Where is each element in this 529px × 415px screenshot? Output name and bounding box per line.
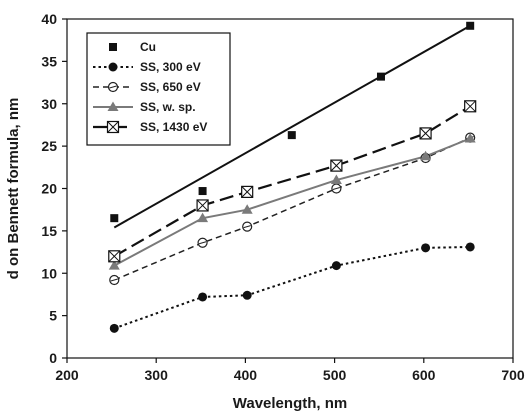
x-tick-label: 400 <box>234 367 258 383</box>
series-line-ss-1430-ev <box>113 105 471 258</box>
point-ss-w-sp <box>330 174 342 185</box>
y-tick-label: 20 <box>41 181 57 197</box>
point-ss-1430-ev-x2 <box>196 199 209 212</box>
y-tick-label: 10 <box>41 265 57 281</box>
legend-marker-ss-1430-ev <box>106 120 120 134</box>
point-ss-650-ev <box>242 221 253 232</box>
legend-label-ss-w-sp: SS, w. sp. <box>140 100 196 114</box>
point-ss-300-ev <box>465 242 475 252</box>
point-ss-1430-ev-x2 <box>108 250 121 263</box>
x-tick-label: 600 <box>412 367 436 383</box>
point-ss-w-sp <box>420 150 432 161</box>
point-cu <box>287 131 296 140</box>
axes: 200 300 400 500 600 700 0 5 10 15 20 25 30 35 40 <box>41 11 524 383</box>
point-cu <box>466 21 475 30</box>
point-ss-1430-ev-x2 <box>330 159 343 172</box>
point-ss-650-ev <box>109 274 120 286</box>
point-ss-1430-ev-x2 <box>419 127 432 140</box>
point-ss-300-ev <box>421 243 431 253</box>
point-cu <box>198 187 207 196</box>
legend-marker-ss-1430-ev-x2 <box>107 121 119 133</box>
point-ss-650-ev <box>331 183 342 194</box>
legend-label-cu: Cu <box>140 40 156 54</box>
legend-marker-ss-650-ev-slash <box>109 85 117 89</box>
y-tick-label: 5 <box>49 308 57 324</box>
point-ss-300-ev <box>242 290 252 300</box>
y-tick-label: 15 <box>41 223 57 239</box>
point-ss-1430-ev <box>464 100 477 113</box>
point-ss-1430-ev <box>419 127 432 140</box>
legend-marker-ss-300-ev <box>108 62 118 72</box>
point-ss-w-sp <box>108 260 120 270</box>
point-ss-650-ev-slash <box>243 225 251 229</box>
legend-label-ss-650-ev: SS, 650 eV <box>140 80 201 94</box>
cu-fit-line <box>113 24 471 229</box>
point-ss-w-sp <box>464 132 476 143</box>
legend: Cu SS, 300 eV SS, 650 eV SS, w. sp. SS, 1430… <box>86 32 231 146</box>
x-tick-label: 300 <box>145 367 169 383</box>
legend-label-ss-1430-ev: SS, 1430 eV <box>140 120 207 134</box>
legend-marker-cu <box>109 43 117 51</box>
series-line-ss-300-ev <box>113 245 471 330</box>
y-axis-label: d on Bennett formula, nm <box>5 98 22 280</box>
point-ss-300-ev <box>198 292 208 302</box>
y-tick-label: 40 <box>41 11 57 27</box>
point-ss-1430-ev <box>108 250 121 263</box>
point-ss-1430-ev <box>241 185 254 198</box>
point-ss-w-sp <box>197 212 209 223</box>
series-line-ss-650-ev <box>113 136 471 281</box>
point-cu <box>110 214 119 223</box>
x-axis-label: Wavelength, nm <box>233 395 347 412</box>
legend-marker-ss-650-ev <box>107 81 119 93</box>
point-ss-1430-ev <box>330 159 343 172</box>
legend-marker-ss-w-sp <box>107 101 119 111</box>
legend-label-ss-300-ev: SS, 300 eV <box>140 60 201 74</box>
y-tick-label: 35 <box>41 53 57 69</box>
point-cu <box>376 72 385 81</box>
point-ss-650-ev <box>197 237 208 248</box>
data-markers <box>108 21 477 333</box>
series-line-ss-w-sp <box>113 137 471 267</box>
point-ss-1430-ev-x2 <box>464 100 477 113</box>
y-tick-label: 30 <box>41 96 57 112</box>
x-tick-label: 700 <box>501 367 525 383</box>
point-ss-650-ev-slash <box>110 278 118 282</box>
y-tick-label: 0 <box>49 350 57 366</box>
series-lines <box>113 105 471 330</box>
y-tick-label: 25 <box>41 138 57 154</box>
x-tick-label: 200 <box>55 367 79 383</box>
point-ss-650-ev-slash <box>198 241 207 245</box>
fit-lines <box>113 24 471 229</box>
point-ss-w-sp <box>241 204 253 214</box>
point-ss-1430-ev-x2 <box>241 186 254 198</box>
x-tick-label: 500 <box>323 367 347 383</box>
point-ss-650-ev-slash <box>332 187 341 190</box>
point-ss-1430-ev <box>196 199 209 212</box>
point-ss-300-ev <box>331 261 341 271</box>
point-ss-300-ev <box>109 323 119 333</box>
